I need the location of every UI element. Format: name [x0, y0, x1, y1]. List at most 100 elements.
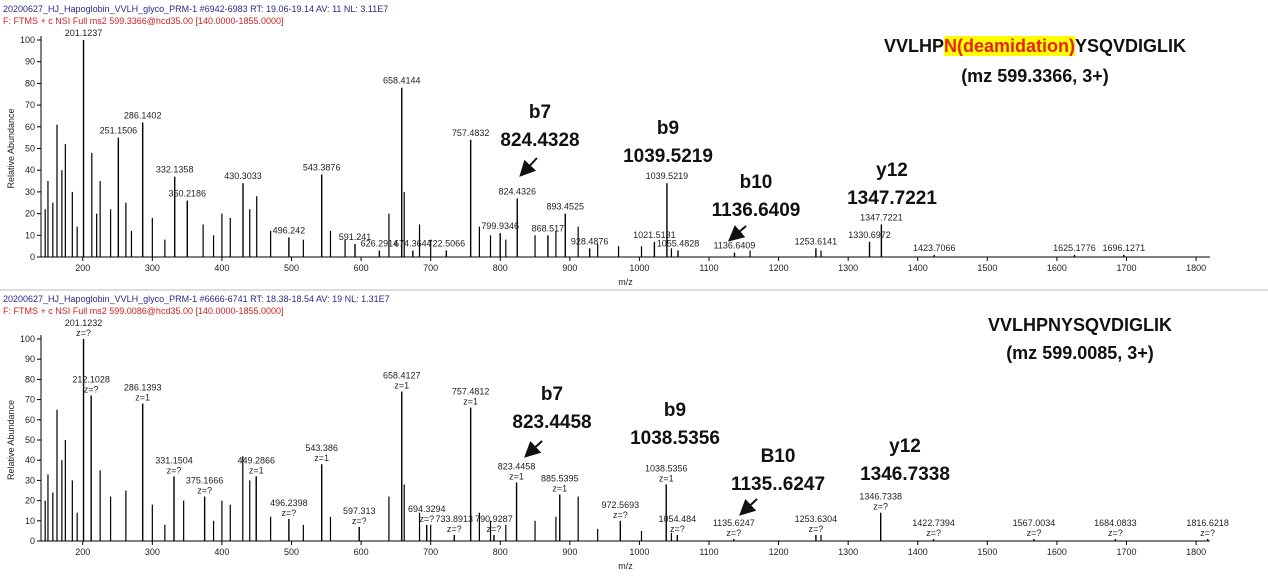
ion-annotation: B10	[761, 446, 796, 467]
peak-label: 1696.1271	[1103, 243, 1146, 253]
charge-label: z=1	[659, 473, 674, 483]
x-tick-label: 900	[562, 547, 577, 557]
peak-label: 449.2866	[237, 455, 275, 465]
ion-annotation: 1136.6409	[712, 200, 801, 221]
ion-annotation: b9	[657, 118, 679, 139]
x-tick-label: 1200	[769, 263, 789, 273]
peak-label: 733.8913	[435, 514, 473, 524]
charge-label: z=?	[76, 328, 91, 338]
x-tick-label: 700	[423, 547, 438, 557]
y-tick-label: 90	[25, 354, 35, 364]
charge-label: z=?	[487, 524, 502, 534]
x-tick-label: 300	[145, 547, 160, 557]
peak-label: 496.2398	[270, 498, 308, 508]
peak-label: 1038.5356	[645, 463, 688, 473]
charge-label: z=?	[1027, 528, 1042, 538]
y-tick-label: 80	[25, 78, 35, 88]
charge-label: z=?	[447, 524, 462, 534]
peak-label: 972.5693	[602, 500, 640, 510]
ion-annotation: y12	[889, 436, 921, 457]
charge-label: z=?	[352, 516, 367, 526]
ion-annotation: 1347.7221	[847, 188, 937, 209]
y-tick-label: 40	[25, 165, 35, 175]
peak-label: 597.313	[343, 506, 376, 516]
charge-label: z=?	[1108, 528, 1123, 538]
sequence-part: N(deamidation)	[944, 36, 1075, 56]
charge-label: z=1	[463, 397, 478, 407]
peak-label: 757.4812	[452, 387, 490, 397]
charge-label: z=1	[394, 381, 409, 391]
y-axis-label: Relative Abundance	[6, 108, 16, 188]
peak-label: 286.1402	[124, 110, 162, 120]
peak-label: 1055.4828	[657, 238, 700, 248]
peak-label: 212.1028	[72, 375, 110, 385]
annotation-arrow	[739, 498, 758, 516]
x-tick-label: 1300	[838, 547, 858, 557]
peak-label: 824.4326	[498, 186, 536, 196]
x-tick-label: 1100	[699, 263, 718, 273]
charge-label: z=?	[809, 524, 824, 534]
charge-label: z=?	[282, 508, 297, 518]
x-tick-label: 700	[423, 263, 438, 273]
y-tick-label: 60	[25, 122, 35, 132]
peak-label: 496.242	[273, 225, 306, 235]
peak-label: 674.3644	[394, 238, 432, 248]
precursor-label: (mz 599.0085, 3+)	[1006, 343, 1154, 363]
peak-label: 201.1232	[65, 318, 103, 328]
peak-label: 868.517	[532, 223, 565, 233]
peak-label: 591.241	[339, 232, 372, 242]
peak-label: 626.2914	[361, 238, 399, 248]
sequence-part: VVLHPNYSQVDIGLIK	[988, 315, 1172, 335]
charge-label: z=?	[873, 502, 888, 512]
charge-label: z=?	[419, 514, 434, 524]
x-tick-label: 1600	[1047, 263, 1067, 273]
peak-label: 1135.6247	[713, 518, 755, 528]
peak-label: 1625.1776	[1053, 243, 1096, 253]
peak-label: 1567.0034	[1013, 518, 1056, 528]
annotation-arrow	[524, 440, 543, 458]
peak-label: 1054.484	[659, 514, 697, 524]
peak-label: 790.9287	[475, 514, 513, 524]
x-tick-label: 600	[354, 263, 369, 273]
x-tick-label: 1700	[1116, 263, 1136, 273]
ion-annotation: 1135..6247	[731, 474, 825, 495]
peak-label: 885.5395	[541, 474, 579, 484]
x-axis-label: m/z	[618, 277, 633, 287]
x-axis-label: m/z	[618, 561, 633, 571]
y-tick-label: 100	[20, 35, 35, 45]
charge-label: z=1	[135, 393, 150, 403]
y-tick-label: 20	[25, 209, 35, 219]
charge-label: z=?	[926, 528, 941, 538]
x-tick-label: 1600	[1047, 547, 1067, 557]
peak-label: 1253.6304	[795, 514, 838, 524]
y-tick-label: 70	[25, 395, 35, 405]
peak-label: 1039.5219	[646, 171, 689, 181]
y-tick-label: 20	[25, 496, 35, 506]
peak-label: 543.3876	[303, 163, 341, 173]
peak-label: 722.5066	[428, 238, 466, 248]
peak-label: 928.4876	[571, 236, 609, 246]
x-tick-label: 1300	[838, 263, 858, 273]
x-tick-label: 1800	[1186, 263, 1206, 273]
peak-label: 1136.6409	[714, 241, 756, 251]
x-tick-label: 200	[75, 263, 90, 273]
peptide-title: VVLHPNYSQVDIGLIK	[988, 315, 1172, 335]
annotation-arrow	[727, 225, 747, 242]
peak-label: 1684.0833	[1094, 518, 1137, 528]
y-tick-label: 80	[25, 374, 35, 384]
x-tick-label: 1400	[908, 547, 928, 557]
peak-label: 658.4144	[383, 76, 421, 86]
peak-label: 1347.7221	[860, 212, 903, 222]
x-tick-label: 800	[493, 263, 508, 273]
ion-annotation: b10	[740, 172, 773, 193]
peak-label: 799.9346	[481, 221, 519, 231]
x-tick-label: 1800	[1186, 547, 1206, 557]
y-tick-label: 50	[25, 144, 35, 154]
peak-label: 893.4525	[547, 202, 585, 212]
x-tick-label: 1000	[629, 263, 649, 273]
peak-label: 823.4458	[498, 461, 536, 471]
header-line: F: FTMS + c NSI Full ms2 599.0086@hcd35.…	[3, 306, 284, 316]
sequence-part: VVLHP	[884, 36, 944, 56]
peak-label: 430.3033	[224, 171, 262, 181]
ion-annotation: 1346.7338	[860, 464, 950, 485]
